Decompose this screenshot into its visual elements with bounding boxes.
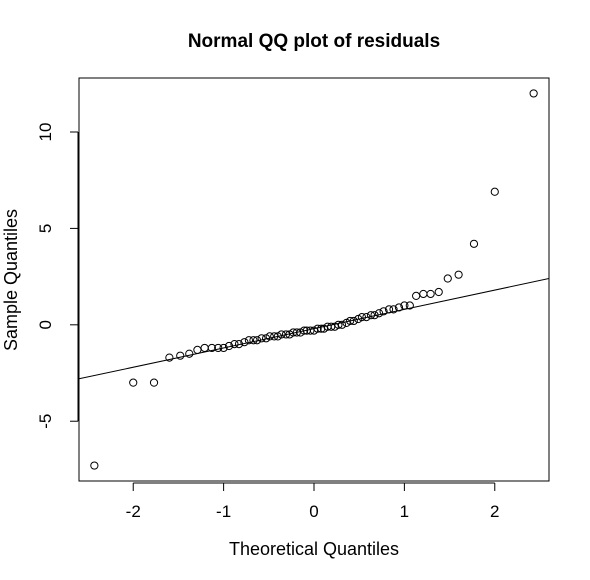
data-point — [306, 326, 315, 335]
chart-title: Normal QQ plot of residuals — [188, 31, 440, 52]
y-tick-label: 5 — [36, 224, 55, 233]
data-point — [412, 291, 421, 300]
data-point — [129, 378, 138, 387]
data-point — [434, 287, 443, 297]
data-point — [265, 332, 274, 341]
data-point — [394, 303, 404, 312]
data-point — [149, 378, 159, 387]
data-point — [370, 311, 379, 320]
data-point — [337, 320, 347, 329]
data-point — [299, 326, 309, 335]
x-tick-label: -1 — [216, 502, 231, 521]
data-point — [219, 343, 228, 353]
plot-area: -2 -1 0 1 2 -5 0 5 10 — [36, 77, 550, 521]
data-point — [185, 349, 194, 358]
data-point — [374, 309, 384, 318]
data-point — [165, 353, 174, 362]
data-point — [277, 330, 286, 339]
data-point — [313, 324, 322, 333]
data-point — [244, 336, 254, 345]
data-point — [270, 332, 279, 341]
data-point — [292, 328, 301, 337]
data-point — [349, 316, 358, 326]
data-point — [200, 343, 209, 353]
data-point — [529, 89, 538, 98]
y-tick-label: -5 — [36, 414, 55, 429]
data-point — [249, 336, 258, 345]
data-point — [405, 301, 414, 310]
data-point — [362, 313, 371, 322]
x-tick-label: 2 — [490, 502, 499, 521]
data-point — [384, 305, 394, 314]
data-point — [90, 461, 99, 470]
data-point — [257, 334, 266, 343]
data-point — [346, 316, 355, 326]
data-point — [327, 322, 336, 331]
data-point — [207, 343, 216, 353]
y-axis-label: Sample Quantiles — [1, 209, 21, 351]
data-point — [379, 307, 388, 316]
x-tick-label: -2 — [126, 502, 141, 521]
data-point — [357, 313, 367, 322]
data-point — [400, 301, 409, 310]
y-tick-label: 0 — [36, 320, 55, 329]
data-point — [234, 339, 244, 349]
x-tick-label: 0 — [309, 502, 318, 521]
data-point — [469, 239, 479, 248]
data-point — [334, 320, 343, 329]
data-point — [443, 274, 452, 283]
data-point — [454, 270, 463, 279]
data-point — [426, 289, 435, 299]
data-point — [419, 289, 428, 299]
data-point — [230, 339, 239, 349]
data-point — [389, 305, 398, 314]
x-axis-label: Theoretical Quantiles — [229, 539, 399, 559]
data-point — [176, 351, 185, 360]
data-point — [252, 336, 262, 345]
data-point — [193, 345, 202, 354]
data-point — [224, 341, 234, 351]
data-point — [490, 187, 499, 196]
plot-frame — [78, 77, 550, 482]
data-point — [214, 343, 223, 353]
x-tick-label: 1 — [400, 502, 409, 521]
data-point — [240, 338, 249, 347]
data-point — [281, 330, 291, 339]
data-point — [366, 311, 376, 320]
y-tick-label: 10 — [36, 123, 55, 142]
